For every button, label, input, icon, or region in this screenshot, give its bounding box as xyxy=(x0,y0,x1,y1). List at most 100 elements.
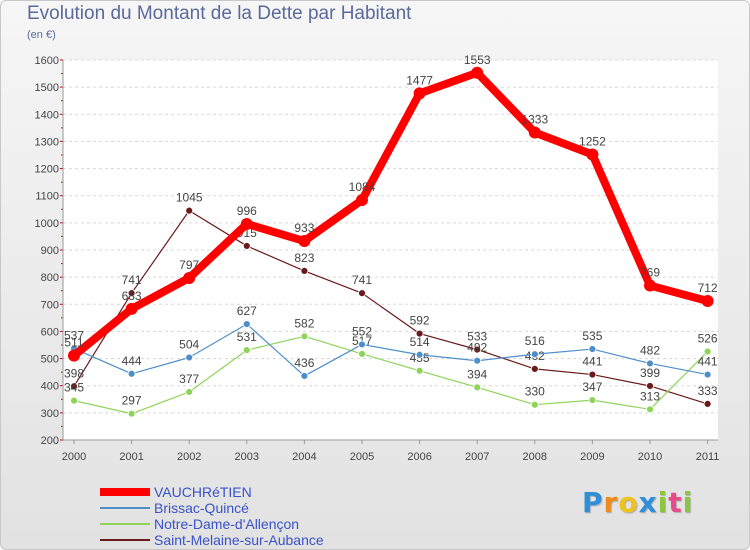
data-point xyxy=(127,369,136,378)
data-label: 769 xyxy=(640,266,660,280)
x-tick-label: 2011 xyxy=(696,451,720,463)
legend-swatch xyxy=(100,507,150,509)
data-label: 313 xyxy=(640,389,660,403)
legend-label: Brissac-Quincé xyxy=(154,500,249,516)
data-label: 996 xyxy=(237,204,257,218)
data-label: 1553 xyxy=(464,53,491,67)
data-label: 537 xyxy=(64,329,84,343)
y-tick-label: 600 xyxy=(41,326,59,338)
data-label: 533 xyxy=(467,330,487,344)
data-label: 741 xyxy=(122,273,142,287)
y-tick-label: 1500 xyxy=(35,82,59,94)
data-label: 1045 xyxy=(176,191,203,205)
data-point xyxy=(185,353,194,362)
data-point xyxy=(242,242,251,250)
data-point xyxy=(530,350,539,359)
y-tick-label: 1300 xyxy=(35,136,59,148)
data-point xyxy=(528,126,541,139)
y-tick-label: 800 xyxy=(41,272,59,284)
data-label: 535 xyxy=(582,329,602,343)
data-point xyxy=(127,409,136,418)
data-point xyxy=(473,356,482,365)
x-tick-label: 2006 xyxy=(407,451,431,463)
data-point xyxy=(473,345,482,354)
data-label: 297 xyxy=(122,394,142,408)
data-point xyxy=(703,399,712,408)
logo-letter: x xyxy=(638,486,658,519)
y-tick-label: 900 xyxy=(41,245,59,257)
data-label: 436 xyxy=(294,356,314,370)
logo-letter: t xyxy=(668,486,683,519)
logo-letter: o xyxy=(618,486,639,519)
legend-item: VAUCHRéTIEN xyxy=(100,484,324,500)
data-label: 330 xyxy=(525,385,545,399)
data-label: 552 xyxy=(352,324,372,338)
data-point xyxy=(300,332,309,341)
data-point xyxy=(646,405,654,414)
series-line-0 xyxy=(70,68,712,360)
x-tick-label: 2000 xyxy=(62,451,86,463)
data-point xyxy=(68,349,80,362)
chart-legend: VAUCHRéTIEN Brissac-Quincé Notre-Dame-d'Al… xyxy=(100,484,324,548)
data-label: 333 xyxy=(698,384,718,398)
data-point xyxy=(183,271,196,284)
x-tick-label: 2002 xyxy=(177,451,201,463)
data-point xyxy=(415,329,424,338)
data-label: 345 xyxy=(64,381,84,395)
data-point xyxy=(530,364,539,373)
proxiti-logo: Proxiti xyxy=(582,486,693,519)
y-tick-label: 400 xyxy=(41,381,59,393)
x-tick-label: 2009 xyxy=(580,451,604,463)
data-label: 823 xyxy=(294,251,314,265)
data-label: 394 xyxy=(467,367,487,381)
data-point xyxy=(70,382,78,391)
data-point xyxy=(588,345,597,353)
legend-swatch xyxy=(100,539,150,541)
logo-letter: r xyxy=(603,486,619,519)
data-point xyxy=(646,382,654,390)
data-label: 441 xyxy=(582,355,602,369)
data-point xyxy=(530,400,539,409)
data-point xyxy=(588,370,597,379)
data-label: 398 xyxy=(64,366,84,380)
data-label: 514 xyxy=(410,335,430,349)
data-point xyxy=(358,289,366,298)
data-label: 399 xyxy=(640,366,660,380)
data-label: 441 xyxy=(698,355,718,369)
data-label: 712 xyxy=(698,281,718,295)
data-point xyxy=(240,217,253,230)
data-label: 492 xyxy=(467,341,487,355)
series-line-2 xyxy=(73,335,709,415)
chart-title: Evolution du Montant de la Dette par Hab… xyxy=(27,3,412,24)
data-label: 531 xyxy=(237,330,257,344)
data-point xyxy=(242,320,251,329)
data-point xyxy=(646,359,654,368)
data-label: 516 xyxy=(525,334,545,348)
data-label: 797 xyxy=(179,258,199,272)
x-tick-label: 2010 xyxy=(638,451,662,463)
legend-item: Notre-Dame-d'Allençon xyxy=(100,516,324,532)
data-label: 627 xyxy=(237,304,257,318)
data-label: 504 xyxy=(179,337,199,351)
x-tick-label: 2003 xyxy=(235,451,259,463)
data-label: 582 xyxy=(294,316,314,330)
y-tick-label: 200 xyxy=(41,435,59,447)
data-label: 1477 xyxy=(406,73,433,87)
data-point xyxy=(588,396,597,405)
data-point xyxy=(300,372,309,380)
y-tick-label: 500 xyxy=(41,354,59,366)
data-label: 511 xyxy=(64,336,83,350)
data-label: 592 xyxy=(410,314,430,328)
x-tick-label: 2007 xyxy=(465,451,489,463)
data-point xyxy=(242,346,251,355)
y-tick-label: 300 xyxy=(41,408,59,420)
logo-letter: P xyxy=(582,486,604,519)
data-label: 1252 xyxy=(579,134,606,148)
data-label: 444 xyxy=(122,354,142,368)
chart-subtitle: (en €) xyxy=(27,29,56,41)
data-label: 1333 xyxy=(521,112,548,126)
y-tick-label: 1600 xyxy=(35,55,59,67)
data-point xyxy=(356,194,368,207)
data-point xyxy=(125,302,138,315)
series-line-3 xyxy=(73,210,709,405)
